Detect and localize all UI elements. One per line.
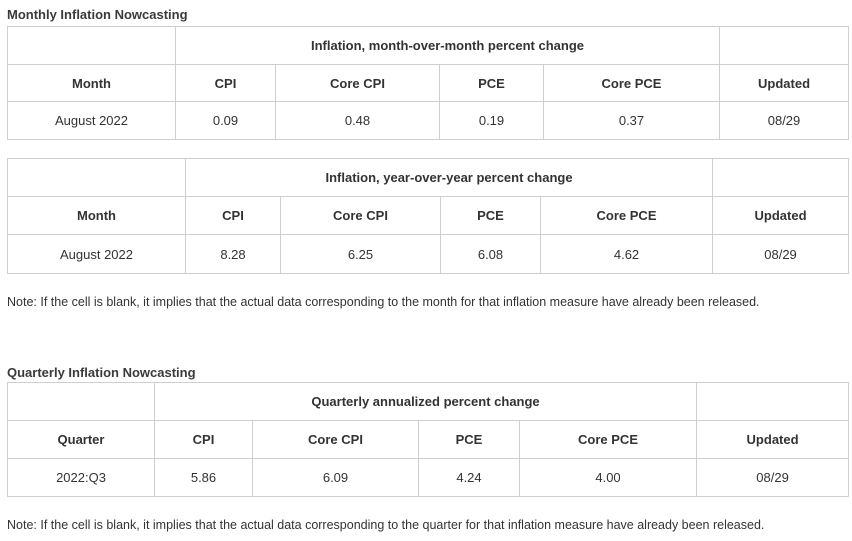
mom-cell-core-cpi: 0.48 xyxy=(275,101,440,140)
mom-cell-pce: 0.19 xyxy=(439,101,544,140)
quarterly-cell-updated: 08/29 xyxy=(696,458,850,497)
mom-caption-spacer-right xyxy=(719,26,850,65)
monthly-section-title: Monthly Inflation Nowcasting xyxy=(7,7,188,22)
quarterly-cell-core-pce: 4.00 xyxy=(518,458,698,497)
quarterly-section-title: Quarterly Inflation Nowcasting xyxy=(7,365,196,380)
yoy-caption-spacer xyxy=(7,158,186,197)
yoy-cell-pce: 6.08 xyxy=(440,234,541,274)
mom-header-pce: PCE xyxy=(439,64,544,102)
quarterly-header-quarter: Quarter xyxy=(7,420,155,459)
yoy-header-pce: PCE xyxy=(440,196,541,235)
quarterly-header-core-cpi: Core CPI xyxy=(252,420,419,459)
mom-table: Inflation, month-over-month percent chan… xyxy=(7,26,850,140)
yoy-cell-month: August 2022 xyxy=(7,234,186,274)
mom-caption: Inflation, month-over-month percent chan… xyxy=(174,26,721,65)
mom-cell-core-pce: 0.37 xyxy=(542,101,721,140)
yoy-cell-cpi: 8.28 xyxy=(185,234,281,274)
yoy-header-core-pce: Core PCE xyxy=(539,196,714,235)
yoy-caption-spacer-right xyxy=(712,158,850,197)
mom-cell-updated: 08/29 xyxy=(719,101,850,140)
yoy-header-updated: Updated xyxy=(712,196,850,235)
yoy-caption: Inflation, year-over-year percent change xyxy=(184,158,714,197)
quarterly-caption-spacer-right xyxy=(696,382,850,421)
yoy-header-cpi: CPI xyxy=(185,196,281,235)
quarterly-caption: Quarterly annualized percent change xyxy=(153,382,698,421)
mom-header-cpi: CPI xyxy=(175,64,276,102)
yoy-header-core-cpi: Core CPI xyxy=(280,196,441,235)
mom-header-updated: Updated xyxy=(719,64,850,102)
yoy-header-month: Month xyxy=(7,196,186,235)
quarterly-table: Quarterly annualized percent change Quar… xyxy=(7,382,850,497)
quarterly-cell-cpi: 5.86 xyxy=(154,458,253,497)
quarterly-header-updated: Updated xyxy=(696,420,850,459)
quarterly-header-cpi: CPI xyxy=(154,420,253,459)
table-row: August 2022 0.09 0.48 0.19 0.37 08/29 xyxy=(7,101,850,140)
quarterly-cell-core-cpi: 6.09 xyxy=(252,458,419,497)
mom-caption-spacer xyxy=(7,26,176,65)
quarterly-cell-quarter: 2022:Q3 xyxy=(7,458,155,497)
yoy-table: Inflation, year-over-year percent change… xyxy=(7,158,850,274)
mom-header-month: Month xyxy=(7,64,176,102)
table-row: 2022:Q3 5.86 6.09 4.24 4.00 08/29 xyxy=(7,458,850,497)
quarterly-header-core-pce: Core PCE xyxy=(518,420,698,459)
quarterly-note: Note: If the cell is blank, it implies t… xyxy=(7,518,765,532)
yoy-cell-updated: 08/29 xyxy=(712,234,850,274)
mom-header-core-cpi: Core CPI xyxy=(275,64,440,102)
quarterly-cell-pce: 4.24 xyxy=(418,458,520,497)
monthly-note: Note: If the cell is blank, it implies t… xyxy=(7,295,760,309)
yoy-cell-core-cpi: 6.25 xyxy=(280,234,441,274)
table-row: August 2022 8.28 6.25 6.08 4.62 08/29 xyxy=(7,234,850,274)
yoy-cell-core-pce: 4.62 xyxy=(539,234,714,274)
mom-header-core-pce: Core PCE xyxy=(542,64,721,102)
quarterly-header-pce: PCE xyxy=(418,420,520,459)
mom-cell-month: August 2022 xyxy=(7,101,176,140)
quarterly-caption-spacer xyxy=(7,382,155,421)
mom-cell-cpi: 0.09 xyxy=(175,101,276,140)
